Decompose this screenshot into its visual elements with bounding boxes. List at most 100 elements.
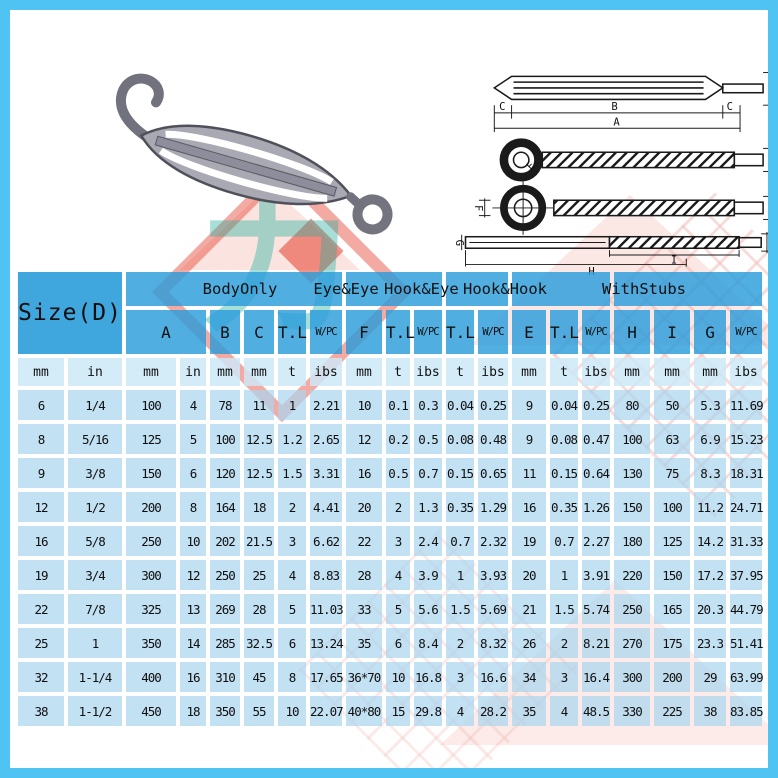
cell-r3-c16: 150 (614, 492, 651, 522)
cell-r9-c1: 1-1/2 (68, 696, 122, 726)
hook-end (116, 73, 164, 143)
dim-label-f: F (472, 205, 484, 211)
group-header-hook-and-eye: Hook&Eye (384, 272, 508, 306)
cell-r1-c13: 9 (512, 424, 546, 454)
cell-r5-c2: 300 (126, 560, 176, 590)
table-row: 32 1-1/4 400 16 310 45 8 17.65 36*70 10 16.8 3 16.6 3… (18, 662, 764, 692)
cell-r8-c6: 8 (278, 662, 306, 692)
cell-r9-c15: 48.5 (582, 696, 610, 726)
cell-r5-c15: 3.91 (582, 560, 610, 590)
turnbuckle-photo (116, 73, 393, 235)
cell-r3-c7: 4.41 (310, 492, 342, 522)
cell-r9-c13: 35 (512, 696, 546, 726)
cell-r9-c4: 350 (210, 696, 240, 726)
unit-cell-19: ibs (730, 358, 763, 386)
cell-r6-c16: 250 (614, 594, 651, 624)
table-row: 25 1 350 14 285 32.5 6 13.24 35 6 8.4 2 8.32 26 2 8.21 2… (18, 628, 764, 658)
cell-r7-c14: 2 (550, 628, 578, 658)
dim-label-c: C (499, 101, 505, 113)
cell-r5-c18: 17.2 (694, 560, 727, 590)
cell-r4-c1: 5/8 (68, 526, 122, 556)
unit-cell-15: ibs (582, 358, 611, 386)
cell-r0-c19: 11.69 (730, 390, 764, 420)
cell-r6-c3: 13 (180, 594, 206, 624)
cell-r4-c2: 250 (126, 526, 176, 556)
column-header-w-pc: W/PC (478, 310, 508, 354)
unit-cell-3: in (180, 358, 206, 386)
cell-r1-c18: 6.9 (694, 424, 727, 454)
table-row: 38 1-1/2 450 18 350 55 10 22.07 40*80 15 29.8 4 28.2… (18, 696, 764, 726)
cell-r6-c15: 5.74 (582, 594, 610, 624)
column-header-g: G (694, 310, 727, 354)
cell-r5-c8: 28 (346, 560, 382, 590)
cell-r5-c12: 3.93 (478, 560, 508, 590)
cell-r1-c0: 8 (18, 424, 64, 454)
cell-r8-c5: 45 (244, 662, 274, 692)
cell-r0-c7: 2.21 (310, 390, 342, 420)
cell-r1-c11: 0.08 (446, 424, 474, 454)
unit-cell-12: ibs (478, 358, 508, 386)
cell-r2-c10: 0.7 (414, 458, 442, 488)
cell-r1-c5: 12.5 (244, 424, 274, 454)
cell-r8-c13: 34 (512, 662, 546, 692)
cell-r1-c4: 100 (210, 424, 240, 454)
cell-r3-c0: 12 (18, 492, 64, 522)
unit-cell-4: mm (210, 358, 240, 386)
cell-r7-c15: 8.21 (582, 628, 610, 658)
drawing-body: C B C A D (492, 72, 768, 133)
cell-r3-c8: 20 (346, 492, 382, 522)
cell-r1-c6: 1.2 (278, 424, 306, 454)
cell-r0-c5: 11 (244, 390, 274, 420)
cell-r9-c0: 38 (18, 696, 64, 726)
table-row: 9 3/8 150 6 120 12.5 1.5 3.31 16 0.5 0.7 0.15 0.65 11… (18, 458, 764, 488)
cell-r5-c17: 150 (654, 560, 691, 590)
cell-r6-c10: 5.6 (414, 594, 442, 624)
cell-r0-c18: 5.3 (694, 390, 727, 420)
group-header-eye-and-eye: Eye&Eye (313, 272, 442, 306)
cell-r4-c9: 3 (386, 526, 410, 556)
column-header-f: F (346, 310, 382, 354)
cell-r3-c17: 100 (654, 492, 691, 522)
drawing-eye-bolt-front: F D (472, 181, 768, 235)
cell-r3-c1: 1/2 (68, 492, 122, 522)
cell-r3-c3: 8 (180, 492, 206, 522)
cell-r5-c10: 3.9 (414, 560, 442, 590)
cell-r5-c7: 8.83 (310, 560, 342, 590)
unit-cell-0: mm (18, 358, 64, 386)
cell-r7-c5: 32.5 (244, 628, 274, 658)
cell-r5-c1: 3/4 (68, 560, 122, 590)
cell-r4-c11: 0.7 (446, 526, 474, 556)
dim-label-i: I (671, 255, 677, 267)
cell-r5-c4: 250 (210, 560, 240, 590)
cell-r2-c12: 0.65 (478, 458, 508, 488)
cell-r8-c3: 16 (180, 662, 206, 692)
cell-r0-c3: 4 (180, 390, 206, 420)
group-header-bodyonly: BodyOnly (126, 272, 342, 306)
cell-r7-c3: 14 (180, 628, 206, 658)
cell-r4-c10: 2.4 (414, 526, 442, 556)
cell-r8-c11: 3 (446, 662, 474, 692)
cell-r9-c3: 18 (180, 696, 206, 726)
unit-cell-18: mm (694, 358, 727, 386)
cell-r9-c7: 22.07 (310, 696, 344, 726)
cell-r2-c7: 3.31 (310, 458, 342, 488)
unit-cell-2: mm (126, 358, 176, 386)
column-header-w-pc: W/PC (582, 310, 611, 354)
column-header-w-pc: W/PC (414, 310, 442, 354)
unit-cell-16: mm (614, 358, 651, 386)
table-row: 16 5/8 250 10 202 21.5 3 6.62 22 3 2.4 0.7 2.32 19 0.7… (18, 526, 764, 556)
column-header-i: I (654, 310, 691, 354)
column-header-e: E (512, 310, 546, 354)
cell-r1-c1: 5/16 (68, 424, 122, 454)
column-header-w-pc: W/PC (730, 310, 763, 354)
cell-r4-c18: 14.2 (694, 526, 727, 556)
unit-cell-1: in (68, 358, 122, 386)
unit-cell-6: t (278, 358, 306, 386)
cell-r8-c2: 400 (126, 662, 176, 692)
cell-r2-c4: 120 (210, 458, 240, 488)
cell-r2-c11: 0.15 (446, 458, 474, 488)
cell-r4-c7: 6.62 (310, 526, 342, 556)
cell-r0-c2: 100 (126, 390, 176, 420)
cell-r6-c2: 325 (126, 594, 176, 624)
cell-r3-c19: 24.71 (730, 492, 764, 522)
